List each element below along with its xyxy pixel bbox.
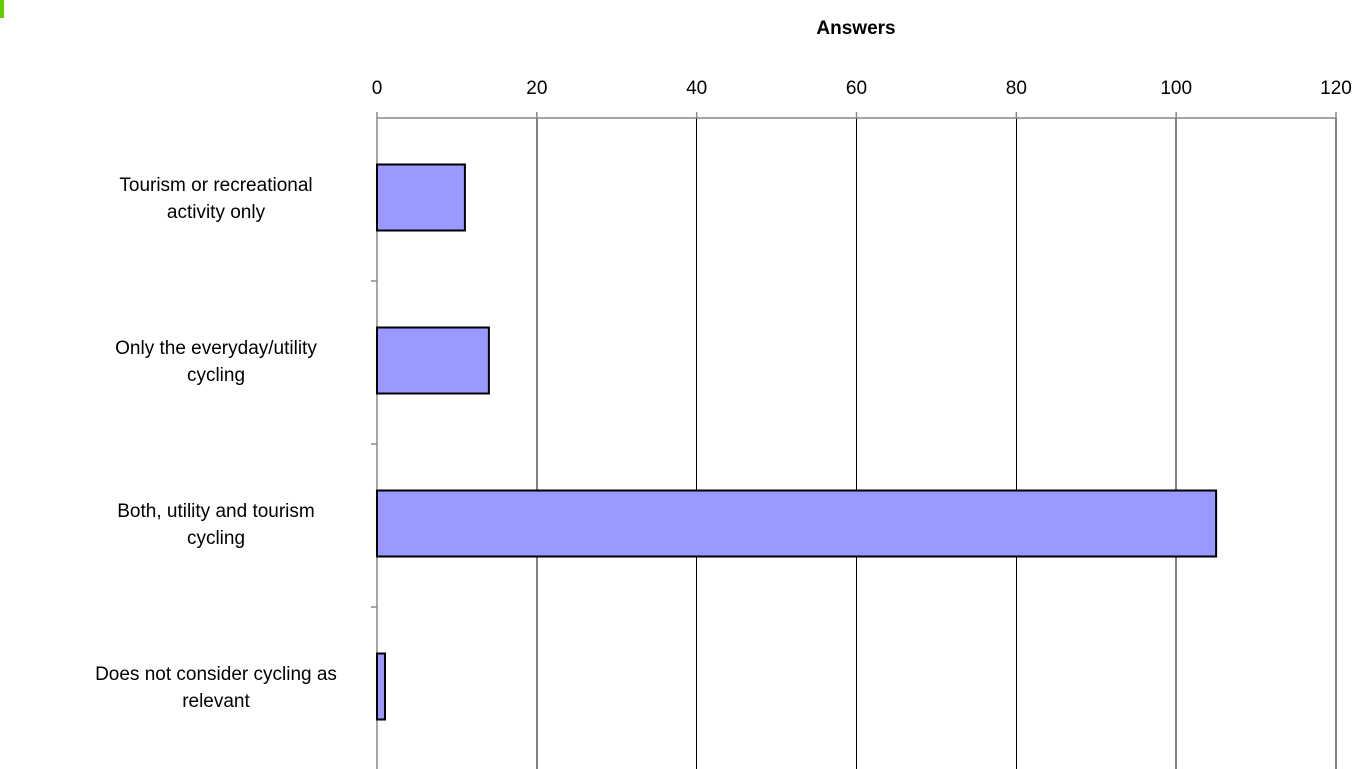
bars [376, 163, 1218, 721]
x-tick-label-120: 120 [1320, 78, 1352, 99]
category-label-3: Both, utility and tourism cycling [117, 501, 314, 549]
x-axis-title: Answers [816, 18, 895, 39]
bar-3 [376, 489, 1218, 558]
x-tick-label-20: 20 [526, 78, 547, 99]
bar-1 [376, 163, 466, 232]
bar-4 [376, 652, 386, 721]
x-tick-label-0: 0 [372, 78, 383, 99]
x-tick-label-60: 60 [846, 78, 867, 99]
category-label-2: Only the everyday/utility cycling [115, 338, 317, 386]
category-label-1: Tourism or recreational activity only [119, 175, 312, 223]
x-tick-label-40: 40 [686, 78, 707, 99]
x-tick-label-100: 100 [1160, 78, 1192, 99]
gridlines [536, 118, 1337, 769]
x-tick-labels: 0 20 40 60 80 100 120 [372, 78, 1352, 99]
category-label-4: Does not consider cycling as relevant [95, 664, 337, 712]
bar-2 [376, 326, 490, 395]
category-labels: Tourism or recreational activity only Only… [95, 175, 337, 712]
axes [371, 112, 1337, 769]
x-tick-label-80: 80 [1006, 78, 1027, 99]
corner-accent-mark [0, 0, 4, 18]
